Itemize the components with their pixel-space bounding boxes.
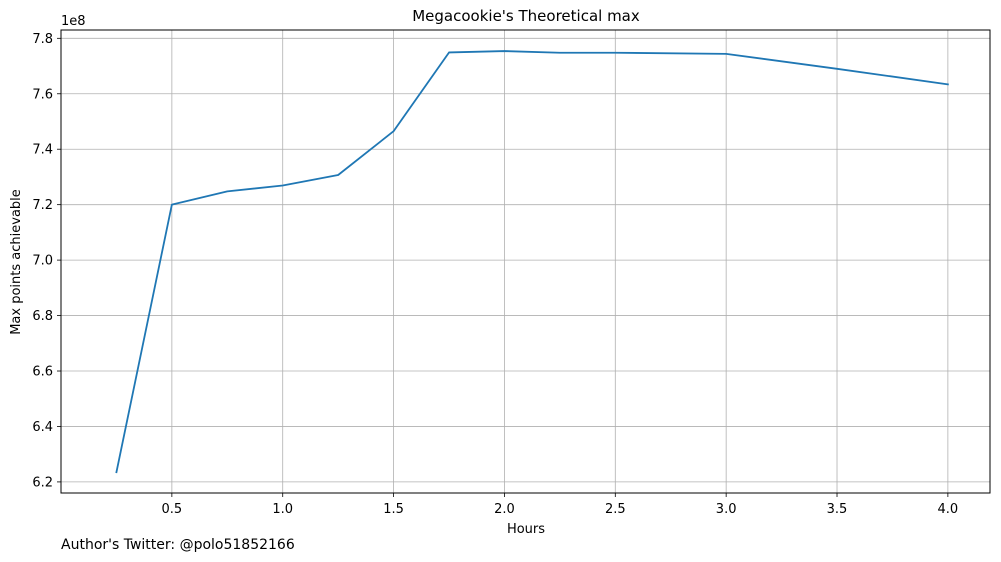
x-tick-label: 2.5 xyxy=(605,502,626,517)
y-tick-label: 7.6 xyxy=(32,87,53,102)
y-tick-label: 7.0 xyxy=(32,254,53,269)
chart-title: Megacookie's Theoretical max xyxy=(412,7,640,25)
series-line xyxy=(115,50,949,474)
x-tick-label: 1.0 xyxy=(272,502,293,517)
x-axis: 0.5 1.0 1.5 2.0 2.5 3.0 3.5 4.0 xyxy=(162,493,959,517)
x-tick-label: 0.5 xyxy=(162,502,183,517)
x-tick-label: 1.5 xyxy=(383,502,404,517)
y-axis-label: Max points achievable xyxy=(9,189,24,335)
y-offset-text: 1e8 xyxy=(61,14,86,29)
x-tick-label: 3.0 xyxy=(716,502,737,517)
plot-frame xyxy=(60,29,991,494)
y-tick-label: 6.4 xyxy=(32,420,53,435)
y-axis: 6.2 6.4 6.6 6.8 7.0 7.2 7.4 7.6 7.8 xyxy=(32,32,61,490)
grid-lines xyxy=(61,30,990,493)
x-tick-label: 3.5 xyxy=(827,502,848,517)
y-tick-label: 6.2 xyxy=(32,475,53,490)
y-tick-label: 7.4 xyxy=(32,143,53,158)
y-tick-label: 6.6 xyxy=(32,365,53,380)
x-tick-label: 4.0 xyxy=(938,502,959,517)
y-tick-label: 6.8 xyxy=(32,309,53,324)
y-tick-label: 7.2 xyxy=(32,198,53,213)
x-tick-label: 2.0 xyxy=(494,502,515,517)
author-footnote: Author's Twitter: @polo51852166 xyxy=(61,537,295,553)
y-tick-label: 7.8 xyxy=(32,32,53,47)
series-layer xyxy=(115,50,949,474)
x-axis-label: Hours xyxy=(507,522,545,537)
